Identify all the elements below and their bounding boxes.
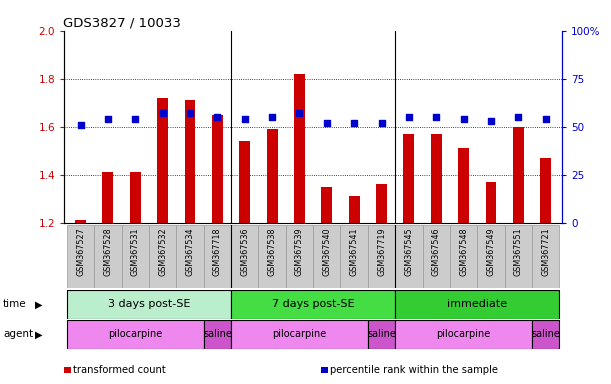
Text: GSM367546: GSM367546 xyxy=(432,227,441,276)
Text: time: time xyxy=(3,299,27,310)
Text: pilocarpine: pilocarpine xyxy=(108,329,163,339)
Bar xyxy=(94,225,122,288)
Point xyxy=(376,120,386,126)
Text: saline: saline xyxy=(367,329,396,339)
Bar xyxy=(231,225,258,288)
Bar xyxy=(67,290,231,319)
Text: percentile rank within the sample: percentile rank within the sample xyxy=(330,365,498,375)
Bar xyxy=(395,290,560,319)
Text: GSM367528: GSM367528 xyxy=(103,227,112,276)
Point xyxy=(322,120,332,126)
Bar xyxy=(532,320,560,349)
Bar xyxy=(340,225,368,288)
Point xyxy=(103,116,113,122)
Point xyxy=(240,116,250,122)
Text: 3 days post-SE: 3 days post-SE xyxy=(108,299,190,310)
Text: GSM367718: GSM367718 xyxy=(213,227,222,276)
Text: GSM367532: GSM367532 xyxy=(158,227,167,276)
Text: GSM367527: GSM367527 xyxy=(76,227,85,276)
Bar xyxy=(513,127,524,223)
Bar xyxy=(130,172,141,223)
Bar xyxy=(532,225,560,288)
Bar xyxy=(431,134,442,223)
Bar xyxy=(313,225,340,288)
Text: GSM367721: GSM367721 xyxy=(541,227,550,276)
Text: GSM367545: GSM367545 xyxy=(404,227,414,276)
Point xyxy=(130,116,140,122)
Point xyxy=(349,120,359,126)
Bar xyxy=(266,129,277,223)
Text: GSM367531: GSM367531 xyxy=(131,227,140,276)
Text: ▶: ▶ xyxy=(35,329,43,339)
Point xyxy=(76,122,86,128)
Bar xyxy=(203,320,231,349)
Bar xyxy=(149,225,177,288)
Bar xyxy=(403,134,414,223)
Text: GDS3827 / 10033: GDS3827 / 10033 xyxy=(63,17,181,30)
Text: GSM367541: GSM367541 xyxy=(349,227,359,276)
Text: GSM367538: GSM367538 xyxy=(268,227,277,276)
Text: GSM367719: GSM367719 xyxy=(377,227,386,276)
Text: GSM367534: GSM367534 xyxy=(186,227,194,276)
Bar xyxy=(477,225,505,288)
Text: GSM367549: GSM367549 xyxy=(486,227,496,276)
Point xyxy=(185,110,195,116)
Bar xyxy=(540,158,551,223)
Text: 7 days post-SE: 7 days post-SE xyxy=(272,299,354,310)
Bar xyxy=(185,100,196,223)
Point xyxy=(459,116,469,122)
Bar xyxy=(67,320,203,349)
Text: pilocarpine: pilocarpine xyxy=(436,329,491,339)
Bar xyxy=(103,172,114,223)
Bar xyxy=(458,148,469,223)
Text: GSM367536: GSM367536 xyxy=(240,227,249,276)
Bar xyxy=(177,225,203,288)
Text: agent: agent xyxy=(3,329,33,339)
Bar xyxy=(75,220,86,223)
Bar xyxy=(286,225,313,288)
Point xyxy=(431,114,441,120)
Bar xyxy=(349,196,360,223)
Bar xyxy=(212,115,223,223)
Text: saline: saline xyxy=(203,329,232,339)
Point xyxy=(158,110,167,116)
Text: GSM367540: GSM367540 xyxy=(323,227,331,276)
Bar xyxy=(321,187,332,223)
Point xyxy=(267,114,277,120)
Bar xyxy=(395,320,532,349)
Bar xyxy=(258,225,286,288)
Point xyxy=(404,114,414,120)
Bar xyxy=(368,320,395,349)
Text: transformed count: transformed count xyxy=(73,365,166,375)
Bar xyxy=(231,290,395,319)
Text: GSM367551: GSM367551 xyxy=(514,227,523,276)
Text: immediate: immediate xyxy=(447,299,507,310)
Text: GSM367539: GSM367539 xyxy=(295,227,304,276)
Bar xyxy=(67,225,94,288)
Bar xyxy=(376,184,387,223)
Bar xyxy=(368,225,395,288)
Point xyxy=(486,118,496,124)
Bar xyxy=(231,320,368,349)
Point xyxy=(513,114,523,120)
Bar xyxy=(395,225,423,288)
Point xyxy=(213,114,222,120)
Bar xyxy=(203,225,231,288)
Point xyxy=(295,110,304,116)
Bar xyxy=(122,225,149,288)
Bar xyxy=(294,74,305,223)
Bar xyxy=(505,225,532,288)
Text: GSM367548: GSM367548 xyxy=(459,227,468,276)
Bar xyxy=(240,141,251,223)
Text: pilocarpine: pilocarpine xyxy=(273,329,327,339)
Bar xyxy=(423,225,450,288)
Text: saline: saline xyxy=(532,329,560,339)
Bar xyxy=(157,98,168,223)
Bar xyxy=(450,225,477,288)
Point xyxy=(541,116,551,122)
Bar xyxy=(486,182,497,223)
Text: ▶: ▶ xyxy=(35,299,43,310)
